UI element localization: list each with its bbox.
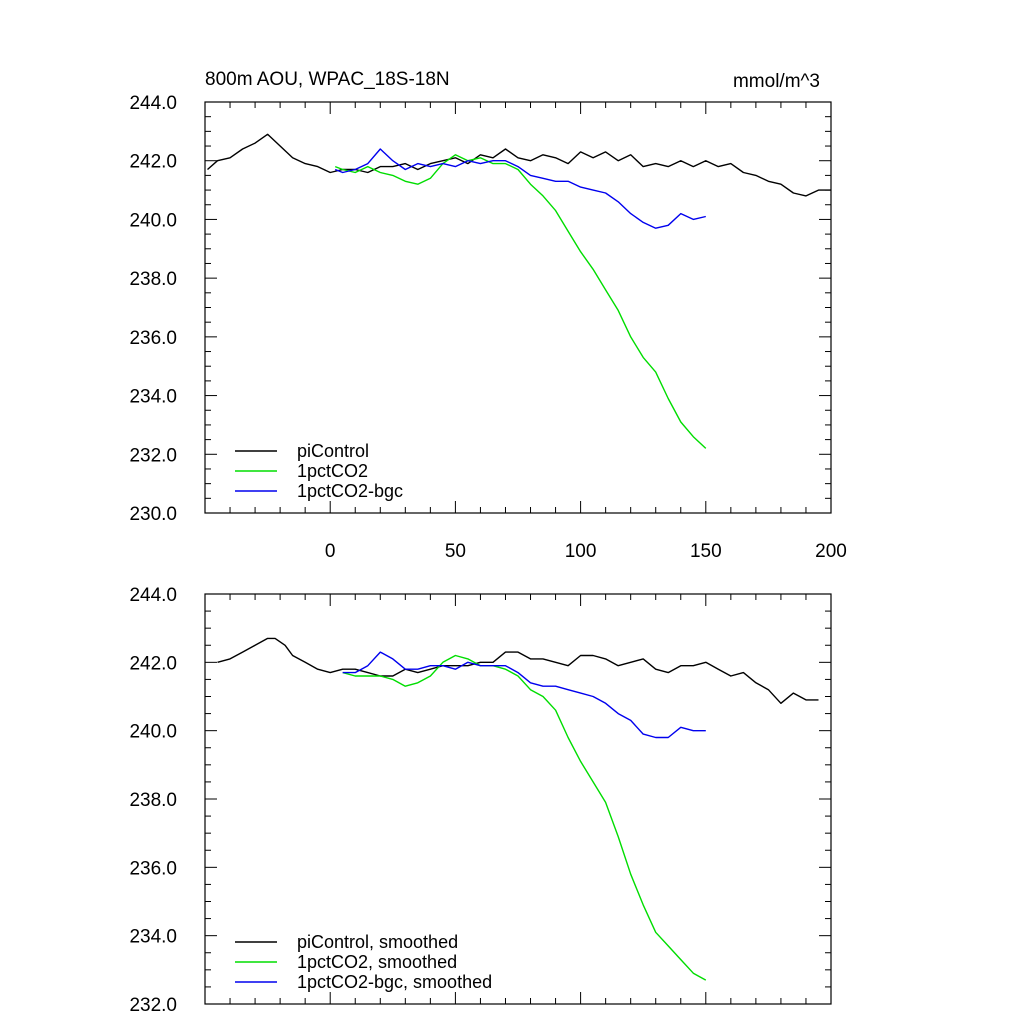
y-tick-label: 236.0 <box>129 328 177 349</box>
y-tick-label: 242.0 <box>129 653 177 674</box>
x-tick-label: 200 <box>815 541 847 562</box>
series-line-1pctco2-bgc <box>334 148 706 229</box>
legend-label: 1pctCO2-bgc <box>297 481 403 501</box>
y-tick-label: 234.0 <box>129 927 177 948</box>
legend-label: 1pctCO2, smoothed <box>297 952 457 972</box>
x-tick-label: 100 <box>565 541 597 562</box>
series-line-1pctco2-bgc-smoothed <box>342 651 706 739</box>
x-tick-label: 50 <box>445 541 466 562</box>
panel-title: 800m AOU, WPAC_18S-18N <box>205 69 450 90</box>
y-tick-label: 244.0 <box>129 93 177 114</box>
legend-label: 1pctCO2 <box>297 461 368 481</box>
x-tick-label: 150 <box>690 541 722 562</box>
y-tick-label: 238.0 <box>129 269 177 290</box>
series-line-1pctco2-smoothed <box>342 654 707 981</box>
legend-label: 1pctCO2-bgc, smoothed <box>297 972 492 992</box>
bottom-panel: 232.0 234.0 236.0 238.0 240.0 242.0 244.0 piCon… <box>129 585 832 1016</box>
y-tick-label: 240.0 <box>129 210 177 231</box>
y-tick-label: 236.0 <box>129 858 177 879</box>
y-tick-label: 240.0 <box>129 722 177 743</box>
legend-label: piControl, smoothed <box>297 932 458 952</box>
top-panel: 0 50 100 150 200 230.0 232.0 234.0 236.0 238.0 240… <box>129 93 846 562</box>
units-label: mmol/m^3 <box>733 71 820 92</box>
y-tick-label: 230.0 <box>129 504 177 525</box>
x-tick-label: 0 <box>325 541 336 562</box>
y-tick-label: 234.0 <box>129 387 177 408</box>
series-line-1pctco2 <box>334 154 707 449</box>
series-line-picontrol-smoothed <box>217 637 819 704</box>
y-tick-label: 244.0 <box>129 585 177 606</box>
y-tick-label: 232.0 <box>129 445 177 466</box>
series-line-picontrol <box>207 133 831 197</box>
y-tick-label: 238.0 <box>129 790 177 811</box>
y-tick-label: 242.0 <box>129 152 177 173</box>
legend-label: piControl <box>297 441 369 461</box>
y-tick-label: 232.0 <box>129 995 177 1016</box>
